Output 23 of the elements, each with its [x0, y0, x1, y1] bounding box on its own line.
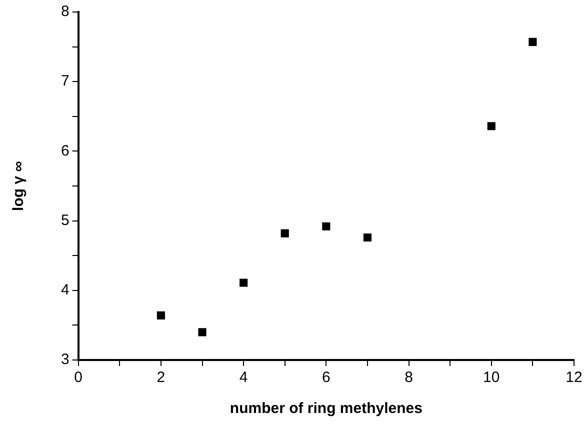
x-tick-label: 2 — [156, 369, 166, 386]
y-tick-label: 7 — [61, 72, 70, 90]
x-tick-label: 10 — [483, 369, 500, 386]
y-tick-label: 8 — [61, 3, 70, 20]
point — [240, 278, 248, 287]
x-tick-label: 12 — [566, 369, 582, 386]
x-tick-label: 0 — [74, 369, 83, 386]
y-tick-label: 5 — [61, 212, 70, 229]
x-axis-title: number of ring methylenes — [230, 400, 422, 418]
y-tick-label: 3 — [61, 351, 70, 368]
point — [156, 311, 165, 320]
y-tick-label: 4 — [61, 282, 70, 299]
point — [322, 222, 330, 230]
point — [198, 328, 206, 336]
point — [487, 122, 496, 130]
y-axis-title: log γ ∞ — [10, 160, 28, 211]
x-tick-label: 4 — [239, 369, 248, 386]
point — [280, 229, 289, 238]
point — [528, 38, 537, 46]
point — [363, 233, 372, 242]
y-tick-label: 6 — [61, 142, 70, 160]
x-tick-label: 6 — [322, 369, 330, 386]
x-tick-label: 8 — [404, 369, 413, 386]
